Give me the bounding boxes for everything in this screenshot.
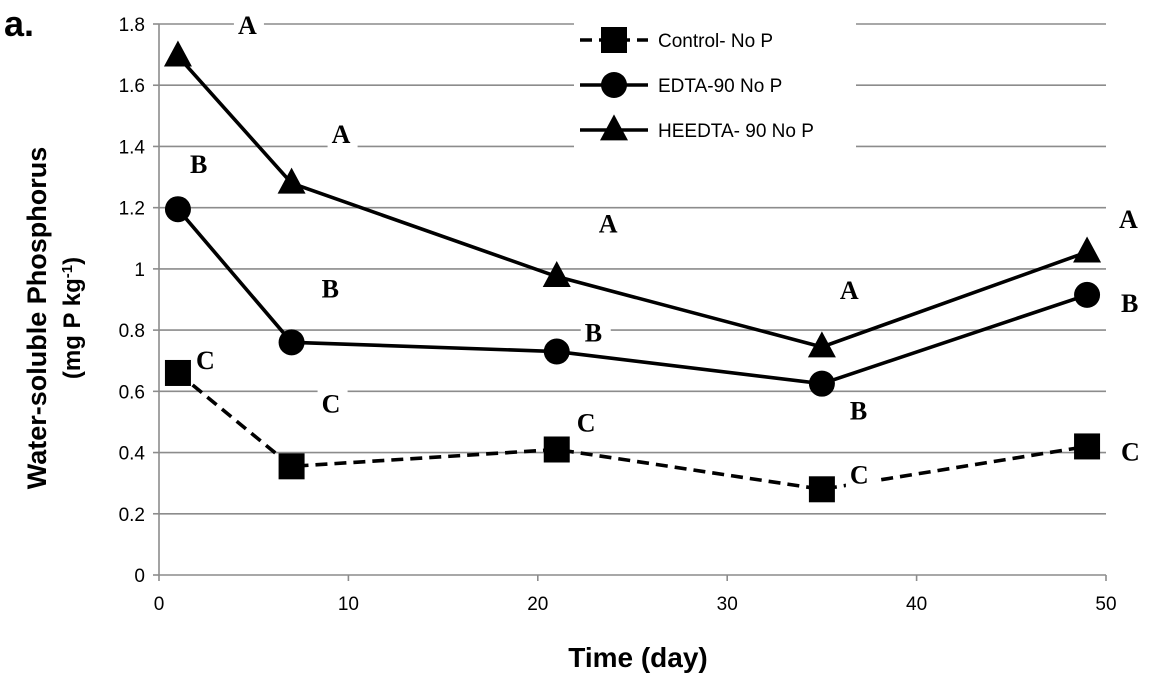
legend-marker-1 [601, 72, 627, 98]
legend-marker-2 [600, 114, 628, 141]
letter-bg [1115, 206, 1146, 235]
y-axis-unit-suffix: ) [59, 257, 86, 265]
x-tick-label: 30 [717, 594, 738, 615]
significance-letters: C C C C C B B B B B A A A A A [185, 11, 1148, 490]
y-axis-title-line1: Water-soluble Phosphorus [22, 147, 52, 490]
legend-marker-0 [601, 27, 627, 53]
y-tick-label: 0.4 [119, 444, 146, 465]
y-axis-unit-prefix: (mg P kg [59, 278, 86, 379]
data-point-1-1 [278, 329, 305, 356]
y-tick-label: 0.8 [119, 321, 145, 342]
data-point-0-3 [808, 476, 835, 503]
letter-bg [835, 276, 866, 305]
significance-letter-2-4: A [1119, 205, 1138, 234]
data-point-1-2 [543, 338, 570, 365]
data-point-2-2 [542, 260, 571, 287]
data-point-2-0 [163, 40, 192, 67]
series-line-0 [176, 371, 1088, 492]
letter-bg [1117, 438, 1148, 467]
legend-entry-0: Control- No P [658, 31, 773, 52]
gridlines [153, 23, 1106, 576]
letter-bg [572, 409, 603, 438]
significance-letter-2-2: A [599, 210, 618, 239]
data-point-0-1 [278, 453, 305, 480]
significance-letter-0-0: C [196, 346, 215, 375]
significance-letter-1-2: B [585, 319, 602, 348]
letter-bg [317, 275, 348, 304]
letter-bg [845, 461, 876, 490]
x-tick-labels: 0 10 20 30 40 50 [154, 594, 1117, 615]
x-axis-title: Time (day) [568, 642, 708, 673]
significance-letter-0-2: C [577, 408, 596, 437]
data-point-0-0 [164, 359, 191, 386]
y-tick-label: 1 [134, 260, 145, 281]
significance-letter-2-3: A [840, 276, 859, 305]
significance-letter-1-0: B [190, 150, 207, 179]
y-axis-title: Water-soluble Phosphorus [22, 147, 52, 490]
letter-bg [845, 397, 876, 426]
axes [158, 24, 1107, 581]
letter-bg [327, 121, 358, 150]
significance-letter-2-0: A [238, 11, 257, 40]
y-tick-label: 1.2 [119, 199, 145, 220]
y-tick-label: 1.6 [119, 76, 145, 97]
y-tick-labels: 0 0.2 0.4 0.6 0.8 1 1.2 1.4 1.6 1.8 [119, 15, 146, 587]
letter-bg [191, 346, 222, 375]
data-point-1-0 [164, 196, 191, 223]
x-tick-label: 50 [1095, 594, 1116, 615]
y-axis-unit-sup: -1 [59, 265, 76, 278]
series-layer [163, 40, 1102, 503]
x-tick-label: 40 [906, 594, 927, 615]
significance-letter-1-1: B [322, 274, 339, 303]
significance-letter-0-4: C [1121, 437, 1140, 466]
data-point-2-4 [1073, 236, 1102, 263]
legend-entry-1: EDTA-90 No P [658, 76, 782, 97]
letter-bg [185, 151, 216, 180]
x-tick-label: 20 [527, 594, 548, 615]
data-point-2-3 [807, 331, 836, 358]
significance-letter-0-1: C [322, 389, 341, 418]
legend: Control- No P EDTA-90 No P HEEDTA- 90 No P [574, 22, 856, 148]
y-axis-title-line2: (mg P kg-1) [59, 257, 87, 379]
data-point-2-1 [277, 167, 306, 194]
significance-letter-0-3: C [850, 460, 869, 489]
significance-letter-1-4: B [1121, 289, 1138, 318]
x-tick-label: 10 [338, 594, 359, 615]
significance-letter-2-1: A [332, 120, 351, 149]
y-tick-label: 1.8 [119, 15, 145, 36]
letter-bg [594, 210, 625, 239]
letter-bg [317, 390, 348, 419]
letter-bg [1117, 289, 1148, 318]
y-tick-label: 0.2 [119, 505, 145, 526]
y-axis-title-units: (mg P kg-1) [59, 257, 87, 379]
data-point-1-3 [808, 370, 835, 397]
data-point-0-4 [1074, 433, 1101, 460]
significance-letter-1-3: B [850, 397, 867, 426]
panel-label: a. [4, 3, 34, 44]
letter-bg [580, 319, 611, 348]
y-tick-label: 0 [134, 566, 145, 587]
letter-bg [233, 12, 264, 41]
y-tick-label: 0.6 [119, 382, 145, 403]
data-point-0-2 [543, 436, 570, 463]
y-tick-label: 1.4 [119, 137, 146, 158]
data-point-1-4 [1074, 281, 1101, 308]
legend-entry-2: HEEDTA- 90 No P [658, 121, 814, 142]
x-tick-label: 0 [154, 594, 165, 615]
